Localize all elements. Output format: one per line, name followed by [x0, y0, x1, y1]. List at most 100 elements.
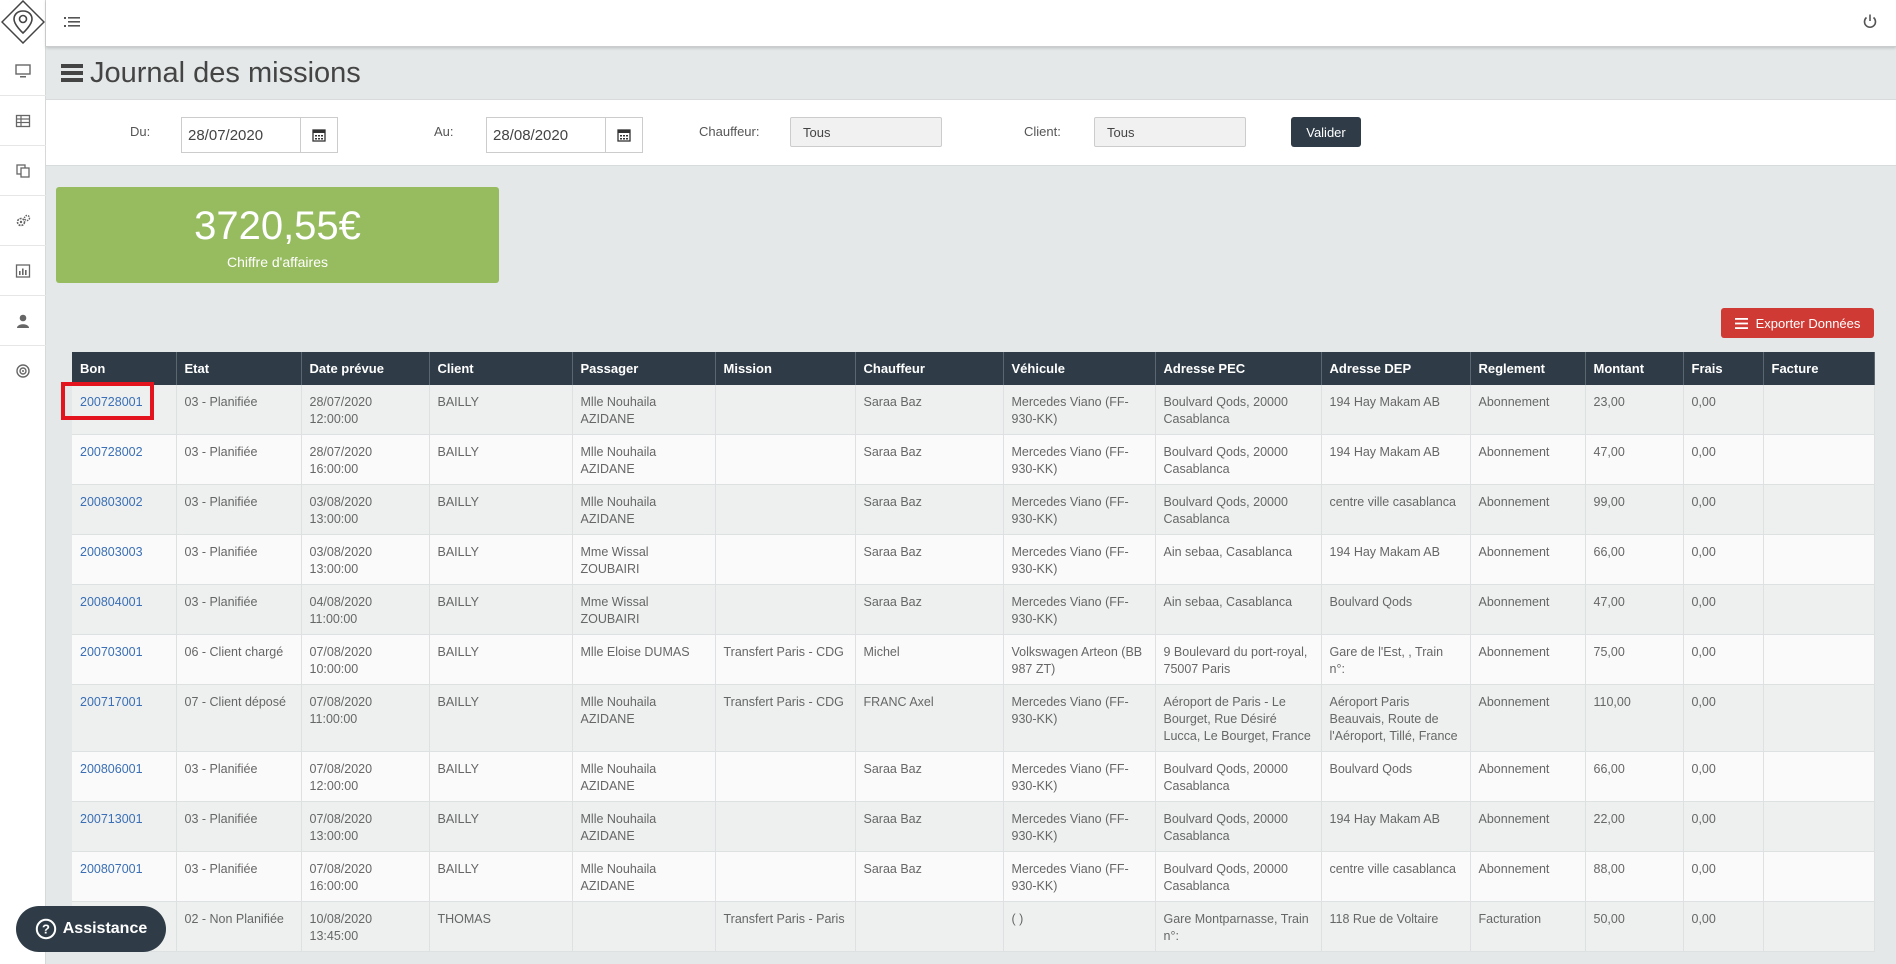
table-row[interactable]: 200728001 03 - Planifiée 28/07/2020 12:00:… — [72, 385, 1875, 435]
column-header[interactable]: Adresse DEP — [1321, 352, 1471, 385]
montant-cell: 50,00 — [1585, 901, 1684, 952]
facture-cell — [1763, 684, 1875, 752]
dep-cell: centre ville casablanca — [1321, 484, 1471, 535]
column-header[interactable]: Date prévue — [301, 352, 430, 385]
montant-cell: 23,00 — [1585, 385, 1684, 435]
bon-link[interactable]: 200717001 — [80, 695, 143, 709]
page-title: Journal des missions — [60, 53, 361, 93]
date-cell: 07/08/2020 13:00:00 — [301, 801, 430, 852]
table-row[interactable]: 200806001 03 - Planifiée 07/08/2020 12:00:… — [72, 751, 1875, 802]
chauffeur-cell: Saraa Baz — [855, 385, 1004, 435]
passager-cell: Mlle Nouhaila AZIDANE — [572, 801, 716, 852]
client-select[interactable]: Tous — [1094, 117, 1246, 147]
date-cell: 04/08/2020 11:00:00 — [301, 584, 430, 635]
column-header[interactable]: Bon — [72, 352, 177, 385]
export-data-button[interactable]: Exporter Données — [1721, 308, 1874, 338]
column-header[interactable]: Facture — [1763, 352, 1875, 385]
power-icon[interactable] — [1862, 13, 1878, 29]
etat-cell: 03 - Planifiée — [176, 801, 302, 852]
etat-cell: 07 - Client déposé — [176, 684, 302, 752]
bon-cell: 200728001 — [72, 385, 177, 435]
column-header[interactable]: Passager — [572, 352, 716, 385]
chauffeur-cell: Saraa Baz — [855, 751, 1004, 802]
logo-icon[interactable] — [1, 0, 45, 44]
table-row[interactable]: 200803003 03 - Planifiée 03/08/2020 13:00:… — [72, 534, 1875, 585]
mission-cell — [715, 385, 856, 435]
du-label: Du: — [130, 124, 151, 139]
sidebar-item-table[interactable] — [0, 96, 46, 146]
facture-cell — [1763, 484, 1875, 535]
bon-link[interactable]: 200803003 — [80, 545, 143, 559]
sidebar-item-dashboard[interactable] — [0, 46, 46, 96]
passager-cell: Mme Wissal ZOUBAIRI — [572, 584, 716, 635]
bon-link[interactable]: 200807001 — [80, 862, 143, 876]
chauffeur-cell: Michel — [855, 634, 1004, 685]
frais-cell: 0,00 — [1683, 851, 1764, 902]
client-label: Client: — [1024, 124, 1061, 139]
montant-cell: 88,00 — [1585, 851, 1684, 902]
frais-cell: 0,00 — [1683, 484, 1764, 535]
passager-cell — [572, 901, 716, 952]
assistance-button[interactable]: ? Assistance — [16, 906, 166, 952]
sidebar-item-target[interactable] — [0, 346, 46, 396]
montant-cell: 66,00 — [1585, 534, 1684, 585]
mission-cell — [715, 584, 856, 635]
frais-cell: 0,00 — [1683, 534, 1764, 585]
table-row[interactable]: 200803002 03 - Planifiée 03/08/2020 13:00:… — [72, 484, 1875, 535]
bon-link[interactable]: 200803002 — [80, 495, 143, 509]
passager-cell: Mlle Nouhaila AZIDANE — [572, 851, 716, 902]
bon-link[interactable]: 200713001 — [80, 812, 143, 826]
column-header[interactable]: Véhicule — [1003, 352, 1156, 385]
table-row[interactable]: 02 - Non Planifiée 10/08/2020 13:45:00 THO… — [72, 901, 1875, 952]
svg-text:?: ? — [42, 922, 50, 937]
column-header[interactable]: Mission — [715, 352, 856, 385]
au-date-input[interactable]: 28/08/2020 — [486, 117, 606, 153]
table-row[interactable]: 200728002 03 - Planifiée 28/07/2020 16:00:… — [72, 434, 1875, 485]
bon-link[interactable]: 200806001 — [80, 762, 143, 776]
sidebar-item-copy[interactable] — [0, 146, 46, 196]
pec-cell: Boulvard Qods, 20000 Casablanca — [1155, 385, 1322, 435]
reglement-cell: Abonnement — [1470, 385, 1586, 435]
client-cell: BAILLY — [429, 385, 573, 435]
menu-toggle-icon[interactable] — [63, 14, 81, 30]
au-calendar-button[interactable] — [606, 117, 643, 153]
column-header[interactable]: Frais — [1683, 352, 1764, 385]
du-calendar-button[interactable] — [301, 117, 338, 153]
top-bar — [46, 0, 1896, 47]
sidebar-item-user[interactable] — [0, 296, 46, 346]
client-cell: BAILLY — [429, 534, 573, 585]
valider-button[interactable]: Valider — [1291, 117, 1361, 147]
table-row[interactable]: 200703001 06 - Client chargé 07/08/2020 10… — [72, 634, 1875, 685]
page-title-text: Journal des missions — [90, 56, 361, 89]
chauffeur-cell: Saraa Baz — [855, 434, 1004, 485]
reglement-cell: Abonnement — [1470, 851, 1586, 902]
montant-cell: 99,00 — [1585, 484, 1684, 535]
chauffeur-cell: FRANC Axel — [855, 684, 1004, 752]
du-date-input[interactable]: 28/07/2020 — [181, 117, 301, 153]
column-header[interactable]: Montant — [1585, 352, 1684, 385]
sidebar-item-settings[interactable] — [0, 196, 46, 246]
chauffeur-select[interactable]: Tous — [790, 117, 942, 147]
column-header[interactable]: Etat — [176, 352, 302, 385]
bon-link[interactable]: 200804001 — [80, 595, 143, 609]
cogs-icon — [16, 214, 31, 226]
column-header[interactable]: Adresse PEC — [1155, 352, 1322, 385]
sidebar-item-stats[interactable] — [0, 246, 46, 296]
dep-cell: Boulvard Qods — [1321, 584, 1471, 635]
table-row[interactable]: 200717001 07 - Client déposé 07/08/2020 11… — [72, 684, 1875, 752]
column-header[interactable]: Reglement — [1470, 352, 1586, 385]
bon-link[interactable]: 200728001 — [80, 395, 143, 409]
table-row[interactable]: 200713001 03 - Planifiée 07/08/2020 13:00:… — [72, 801, 1875, 852]
table-row[interactable]: 200807001 03 - Planifiée 07/08/2020 16:00:… — [72, 851, 1875, 902]
table-row[interactable]: 200804001 03 - Planifiée 04/08/2020 11:00:… — [72, 584, 1875, 635]
bar-chart-icon — [15, 263, 31, 278]
bon-link[interactable]: 200703001 — [80, 645, 143, 659]
column-header[interactable]: Chauffeur — [855, 352, 1004, 385]
mission-cell — [715, 434, 856, 485]
column-header[interactable]: Client — [429, 352, 573, 385]
pec-cell: Boulvard Qods, 20000 Casablanca — [1155, 484, 1322, 535]
frais-cell: 0,00 — [1683, 584, 1764, 635]
bon-link[interactable]: 200728002 — [80, 445, 143, 459]
facture-cell — [1763, 584, 1875, 635]
client-cell: BAILLY — [429, 801, 573, 852]
